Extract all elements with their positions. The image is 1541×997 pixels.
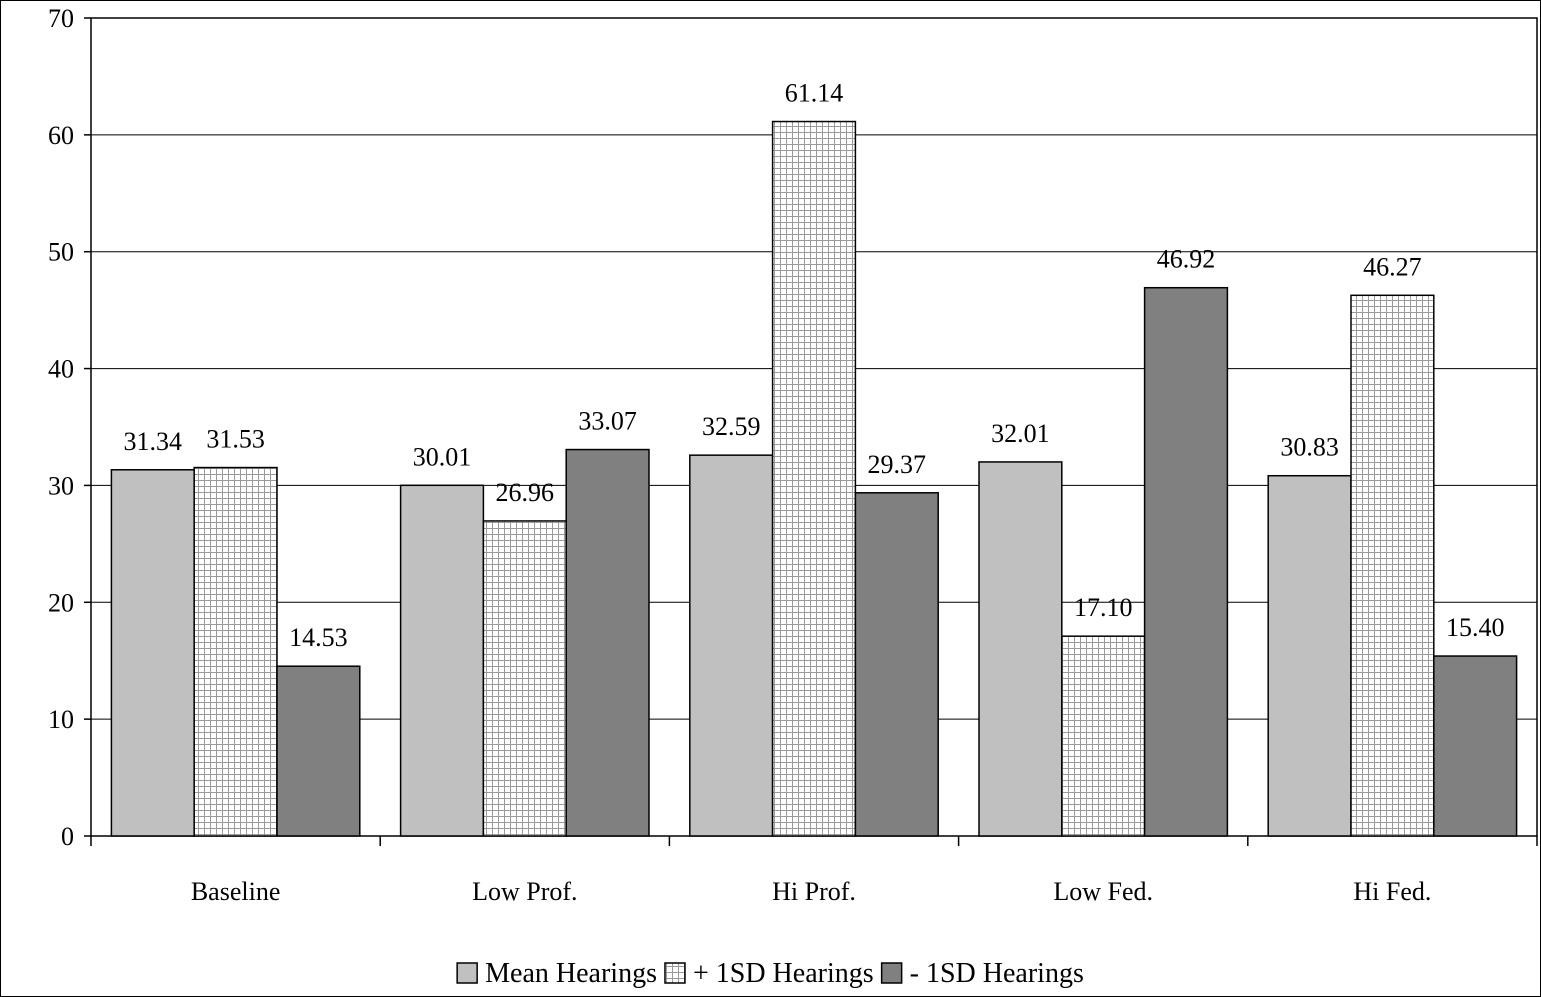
bar-low-fed-1sd-hearings — [1061, 635, 1146, 837]
bar-low-prof-mean-hearings — [399, 484, 485, 837]
data-label: 17.10 — [1074, 593, 1133, 622]
data-label: 46.92 — [1157, 245, 1216, 274]
bar-baseline-mean-hearings — [110, 469, 195, 837]
y-axis-ticks: 0 10 20 30 40 50 60 70 — [48, 4, 91, 851]
legend-label: - 1SD Hearings — [910, 958, 1084, 989]
legend: Mean Hearings + 1SD Hearings - 1SD Hearing… — [456, 958, 1084, 989]
data-label: 31.34 — [124, 427, 183, 456]
data-label: 26.96 — [496, 478, 555, 507]
x-axis: Baseline Low Prof. Hi Prof. Low Fed. Hi Fed. — [90, 836, 1538, 906]
x-category-label: Low Fed. — [1053, 877, 1153, 906]
y-tick-label: 60 — [48, 121, 74, 150]
bar-hi-prof-1sd-hearings — [854, 492, 939, 837]
x-category-label: Hi Fed. — [1353, 877, 1431, 906]
y-tick-label: 30 — [48, 471, 74, 500]
data-label: 32.59 — [702, 412, 761, 441]
y-tick-label: 70 — [48, 4, 74, 33]
bar-low-fed-1sd-hearings — [1143, 286, 1229, 837]
legend-swatch — [664, 962, 686, 984]
data-label: 15.40 — [1446, 613, 1505, 642]
data-label: 33.07 — [578, 407, 637, 436]
data-label: 61.14 — [785, 79, 844, 108]
data-label: 46.27 — [1363, 252, 1422, 281]
legend-swatch — [456, 962, 478, 984]
bar-low-fed-mean-hearings — [978, 461, 1063, 837]
bar-baseline-1sd-hearings — [276, 665, 361, 837]
bar-hi-fed-1sd-hearings — [1433, 655, 1518, 837]
y-tick-label: 0 — [61, 822, 74, 851]
y-tick-label: 50 — [48, 238, 74, 267]
x-category-label: Low Prof. — [472, 877, 577, 906]
y-tick-label: 40 — [48, 355, 74, 384]
data-label: 30.83 — [1280, 433, 1339, 462]
y-tick-label: 20 — [48, 588, 74, 617]
bar-baseline-1sd-hearings — [193, 466, 278, 837]
bar-low-prof-1sd-hearings — [482, 520, 567, 837]
bar-low-prof-1sd-hearings — [565, 448, 650, 837]
x-category-label: Hi Prof. — [772, 877, 856, 906]
x-category-label: Baseline — [191, 877, 281, 906]
data-label: 32.01 — [991, 419, 1050, 448]
bar-hi-fed-mean-hearings — [1267, 474, 1352, 837]
data-label: 31.53 — [206, 425, 265, 454]
data-label: 14.53 — [289, 623, 348, 652]
legend-label: + 1SD Hearings — [693, 958, 874, 989]
bar-hi-fed-1sd-hearings — [1350, 294, 1435, 837]
bar-hi-prof-1sd-hearings — [771, 120, 857, 837]
data-label: 30.01 — [413, 442, 472, 471]
legend-swatch — [880, 962, 903, 984]
data-labels: 31.34 31.53 14.53 30.01 26.96 33.07 32.59 61.14… — [124, 79, 1505, 653]
y-tick-label: 10 — [48, 705, 74, 734]
bars — [110, 120, 1518, 837]
legend-label: Mean Hearings — [485, 958, 657, 989]
data-label: 29.37 — [868, 450, 927, 479]
bar-hi-prof-mean-hearings — [689, 454, 774, 837]
